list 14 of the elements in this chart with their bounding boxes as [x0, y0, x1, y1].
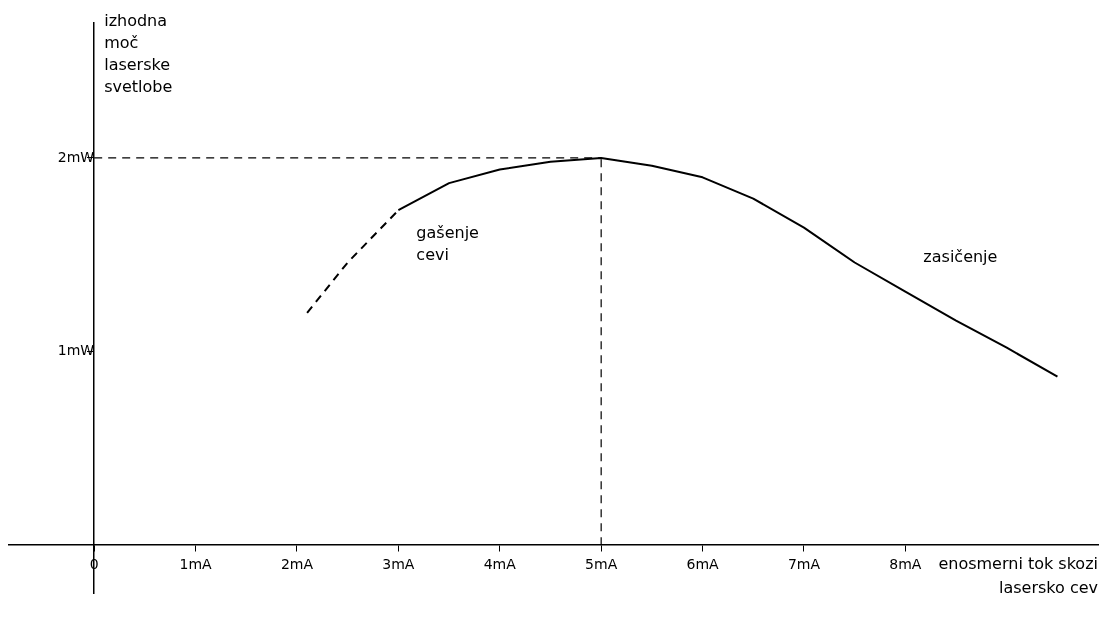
x-tick-label: 8mA: [889, 556, 922, 573]
x-tick-label: 4mA: [483, 556, 517, 573]
x-tick-label: 3mA: [382, 556, 415, 573]
x-tick-label: 2mA: [280, 556, 314, 573]
annotation: zasičenje: [923, 246, 998, 266]
annotation: gašenje cevi: [416, 223, 479, 265]
x-axis-title: enosmerni tok skozi lasersko cev: [938, 554, 1098, 598]
y-tick-label: 1mW: [57, 342, 95, 359]
y-tick-label: 2mW: [57, 148, 95, 165]
y-axis-title: izhodna moč laserske svetlobe: [104, 11, 173, 97]
x-tick-label: 1mA: [179, 556, 213, 573]
x-tick-label: 6mA: [686, 556, 720, 573]
x-tick-label: 7mA: [787, 556, 821, 573]
x-tick-label: 5mA: [585, 556, 618, 573]
